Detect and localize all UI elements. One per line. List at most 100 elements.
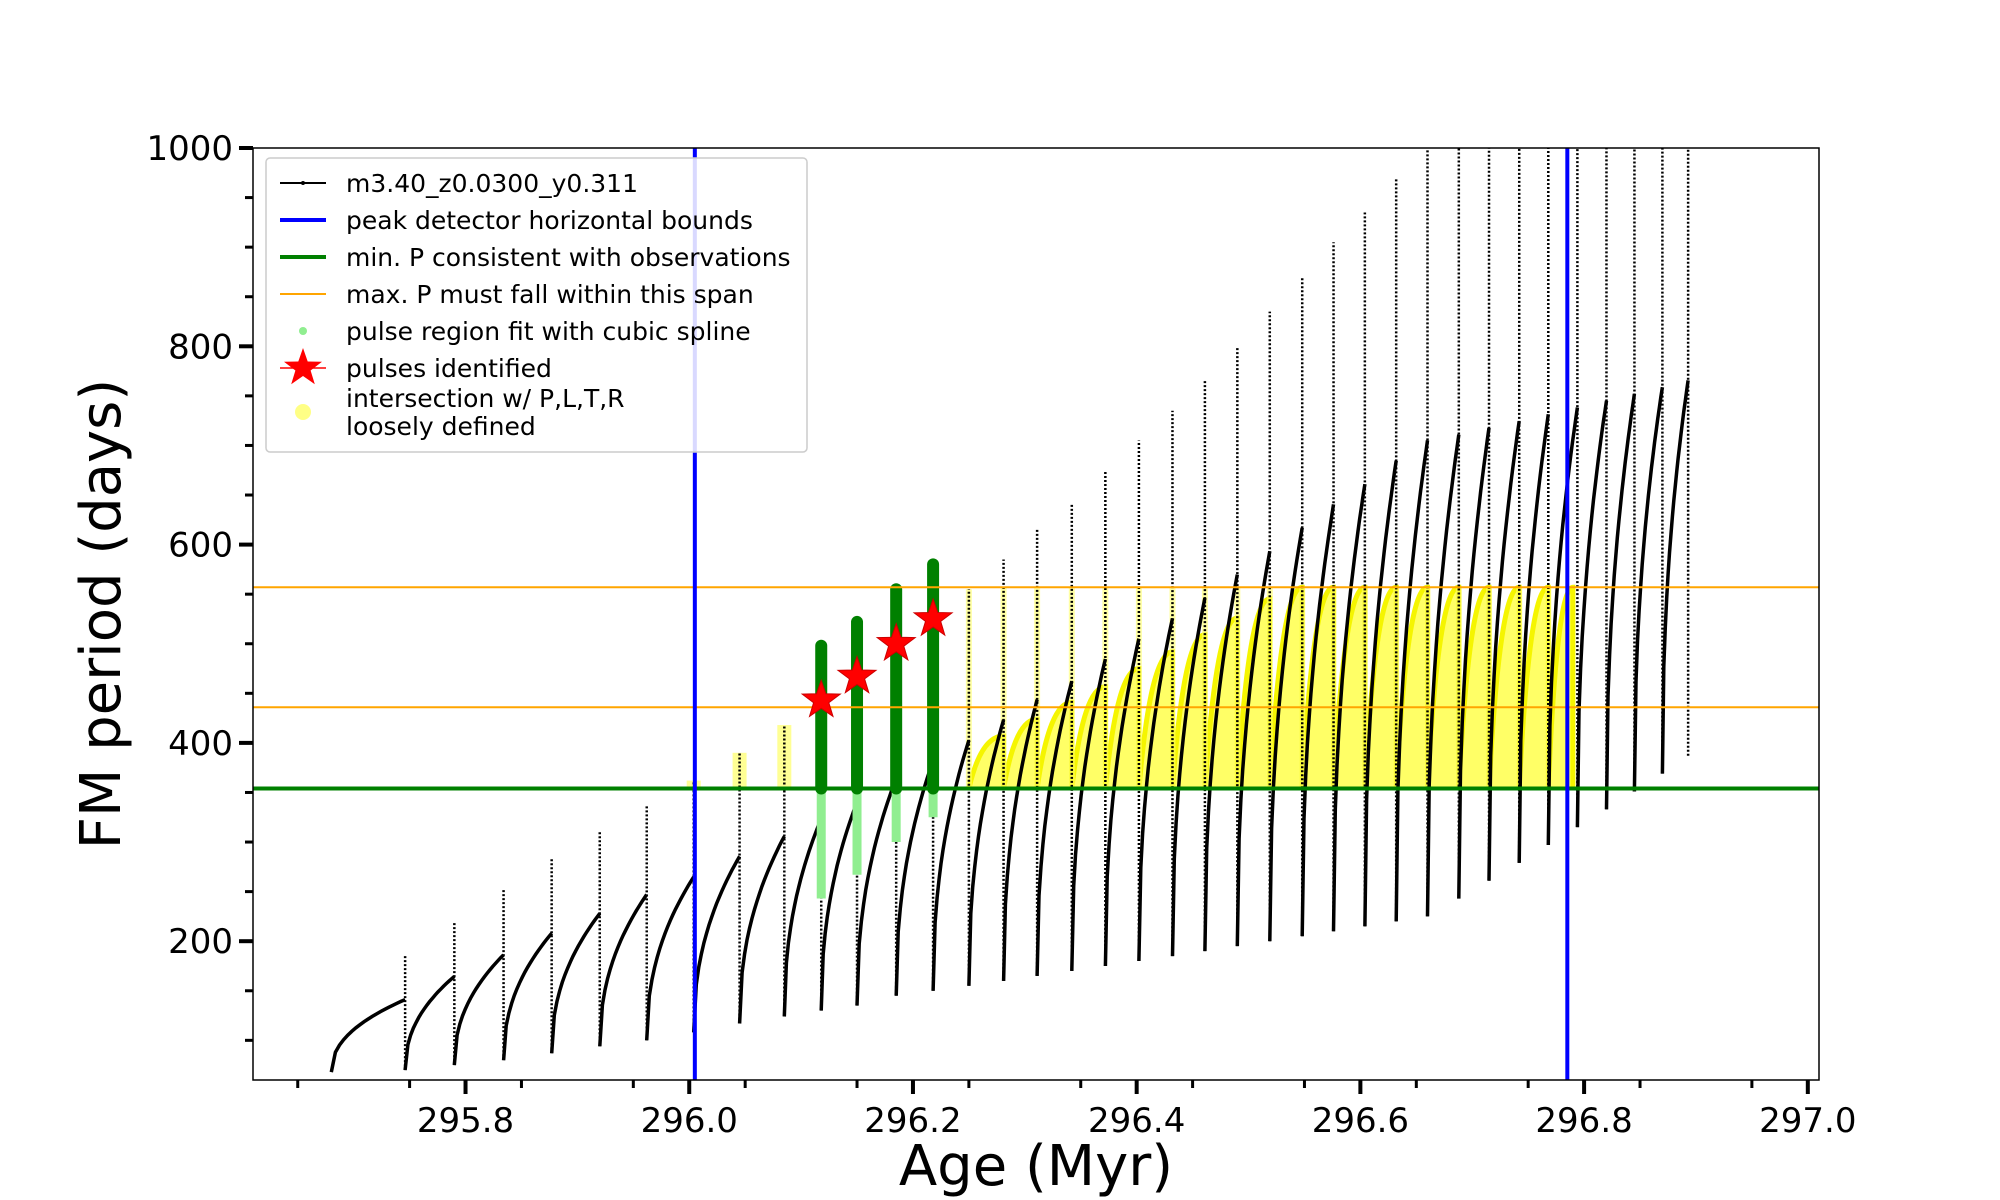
- loose-column: [1102, 587, 1109, 789]
- pulse-label: n=25: [1346, 0, 1390, 4]
- pulse-label: n=2: [466, 0, 500, 4]
- pulse-label: n=23: [1282, 0, 1326, 4]
- legend-label-pulses: pulses identified: [346, 354, 552, 383]
- track-segment: [1203, 574, 1240, 952]
- track-segment: [1546, 407, 1580, 846]
- legend-swatch-track-marker: [301, 181, 305, 185]
- pulse-label: n=22: [1249, 0, 1293, 4]
- track-segment: [1103, 638, 1141, 967]
- x-axis-title: Age (Myr): [899, 1134, 1173, 1199]
- track-segment: [894, 760, 935, 996]
- legend-swatch-loose: [295, 404, 311, 420]
- track-segment: [501, 932, 554, 1061]
- legend-swatch-pulses-star: [284, 348, 322, 385]
- track-segment: [403, 975, 456, 1071]
- loose-column: [1330, 587, 1337, 789]
- pulse-label: n=10: [833, 0, 877, 4]
- legend-label-maxp: max. P must fall within this span: [346, 280, 754, 309]
- track-segment: [1604, 393, 1637, 810]
- pulse-label: n=19: [1151, 0, 1195, 4]
- legend-label-minp: min. P consistent with observations: [346, 243, 791, 272]
- track-segment: [1632, 386, 1665, 792]
- pulse-star: [836, 654, 878, 694]
- pulses-identified: [800, 597, 954, 718]
- track-segment: [931, 739, 971, 991]
- track-segment: [1331, 483, 1367, 932]
- pulse-label: n=15: [1016, 0, 1060, 4]
- y-tick-label: 200: [168, 922, 233, 962]
- pulse-label: n=1: [417, 0, 451, 4]
- track-segment: [1035, 680, 1074, 976]
- x-tick-label: 296.0: [641, 1101, 738, 1141]
- y-tick-label: 400: [168, 724, 233, 764]
- legend-box: [265, 157, 808, 453]
- pulse-label: n=6: [659, 0, 693, 4]
- legend-label-track: m3.40_z0.0300_y0.311: [346, 169, 638, 198]
- track-segment: [1363, 460, 1398, 927]
- pulse-label: n=4: [564, 0, 598, 4]
- y-axis-title: FM period (days): [69, 379, 134, 849]
- pulse-label: n=7: [706, 0, 740, 4]
- track-segment: [1517, 414, 1551, 863]
- pulse-label: n=21: [1217, 0, 1261, 4]
- track-segment: [737, 835, 786, 1024]
- axes: 295.8 296.0 296.2 296.4 296.6 296.8 297.0 200 40…: [146, 129, 1856, 1141]
- pulse-label: n=24: [1314, 0, 1358, 4]
- track-segment: [855, 777, 898, 1006]
- pulse-label: n=18: [1117, 0, 1161, 4]
- y-tick-label: 600: [168, 526, 233, 566]
- pulse-label: n=13: [945, 0, 989, 4]
- track-segment: [819, 801, 859, 1011]
- pulse-label: n=5: [612, 0, 646, 4]
- loose-column: [1201, 587, 1208, 789]
- legend-swatch-fit: [299, 327, 307, 335]
- track-segment: [329, 997, 406, 1073]
- track-segment: [549, 912, 602, 1054]
- track-segment: [598, 893, 649, 1047]
- track-segment: [1001, 699, 1039, 981]
- pulse-label: n=14: [981, 0, 1025, 4]
- track-segment: [1170, 597, 1207, 957]
- pulse-label: n=17: [1084, 0, 1128, 4]
- loose-column: [1516, 587, 1523, 789]
- track-segment: [691, 855, 742, 1033]
- x-tick-label: 295.8: [417, 1101, 514, 1141]
- pulse-label: n=26: [1377, 0, 1421, 4]
- track-segment: [1235, 550, 1272, 947]
- loose-column: [777, 725, 792, 789]
- pulse-label: n=11: [869, 0, 913, 4]
- plot-frame: [252, 147, 1820, 1081]
- legend-label-loose: intersection w/ P,L,T,R: [346, 384, 625, 413]
- track-segment: [1575, 400, 1609, 828]
- track-segment: [1660, 380, 1690, 774]
- pulse-label: n=27: [1408, 0, 1452, 4]
- pulse-labels: n=1n=2n=3n=4n=5n=6n=7n=8n=9n=10n=11n=12n…: [417, 0, 1452, 4]
- track-segment: [644, 875, 696, 1041]
- track-segment: [1457, 427, 1491, 899]
- track-segment: [1487, 420, 1521, 881]
- track-segment: [452, 953, 505, 1066]
- track-segment: [782, 818, 823, 1017]
- loose-column: [1361, 587, 1368, 789]
- x-tick-label: 296.4: [1088, 1101, 1185, 1141]
- loose-column: [1234, 587, 1241, 789]
- legend-label-loose: loosely defined: [346, 412, 536, 441]
- track-segment: [1300, 504, 1336, 937]
- pulse-star: [912, 597, 954, 637]
- track-segment: [1137, 618, 1175, 962]
- pulse-label: n=8: [752, 0, 786, 4]
- x-tick-label: 296.8: [1535, 1101, 1632, 1141]
- pulse-label: n=12: [908, 0, 952, 4]
- track-segment: [967, 719, 1006, 986]
- pulse-label: n=16: [1049, 0, 1093, 4]
- loose-column: [1455, 587, 1462, 789]
- pulse-star: [800, 678, 842, 718]
- x-tick-label: 296.6: [1312, 1101, 1409, 1141]
- legend-label-fit: pulse region fit with cubic spline: [346, 317, 751, 346]
- plot-area: [253, 148, 1819, 1080]
- pulse-label: n=3: [516, 0, 550, 4]
- pulse-star: [875, 622, 917, 662]
- y-tick-label: 1000: [146, 129, 233, 169]
